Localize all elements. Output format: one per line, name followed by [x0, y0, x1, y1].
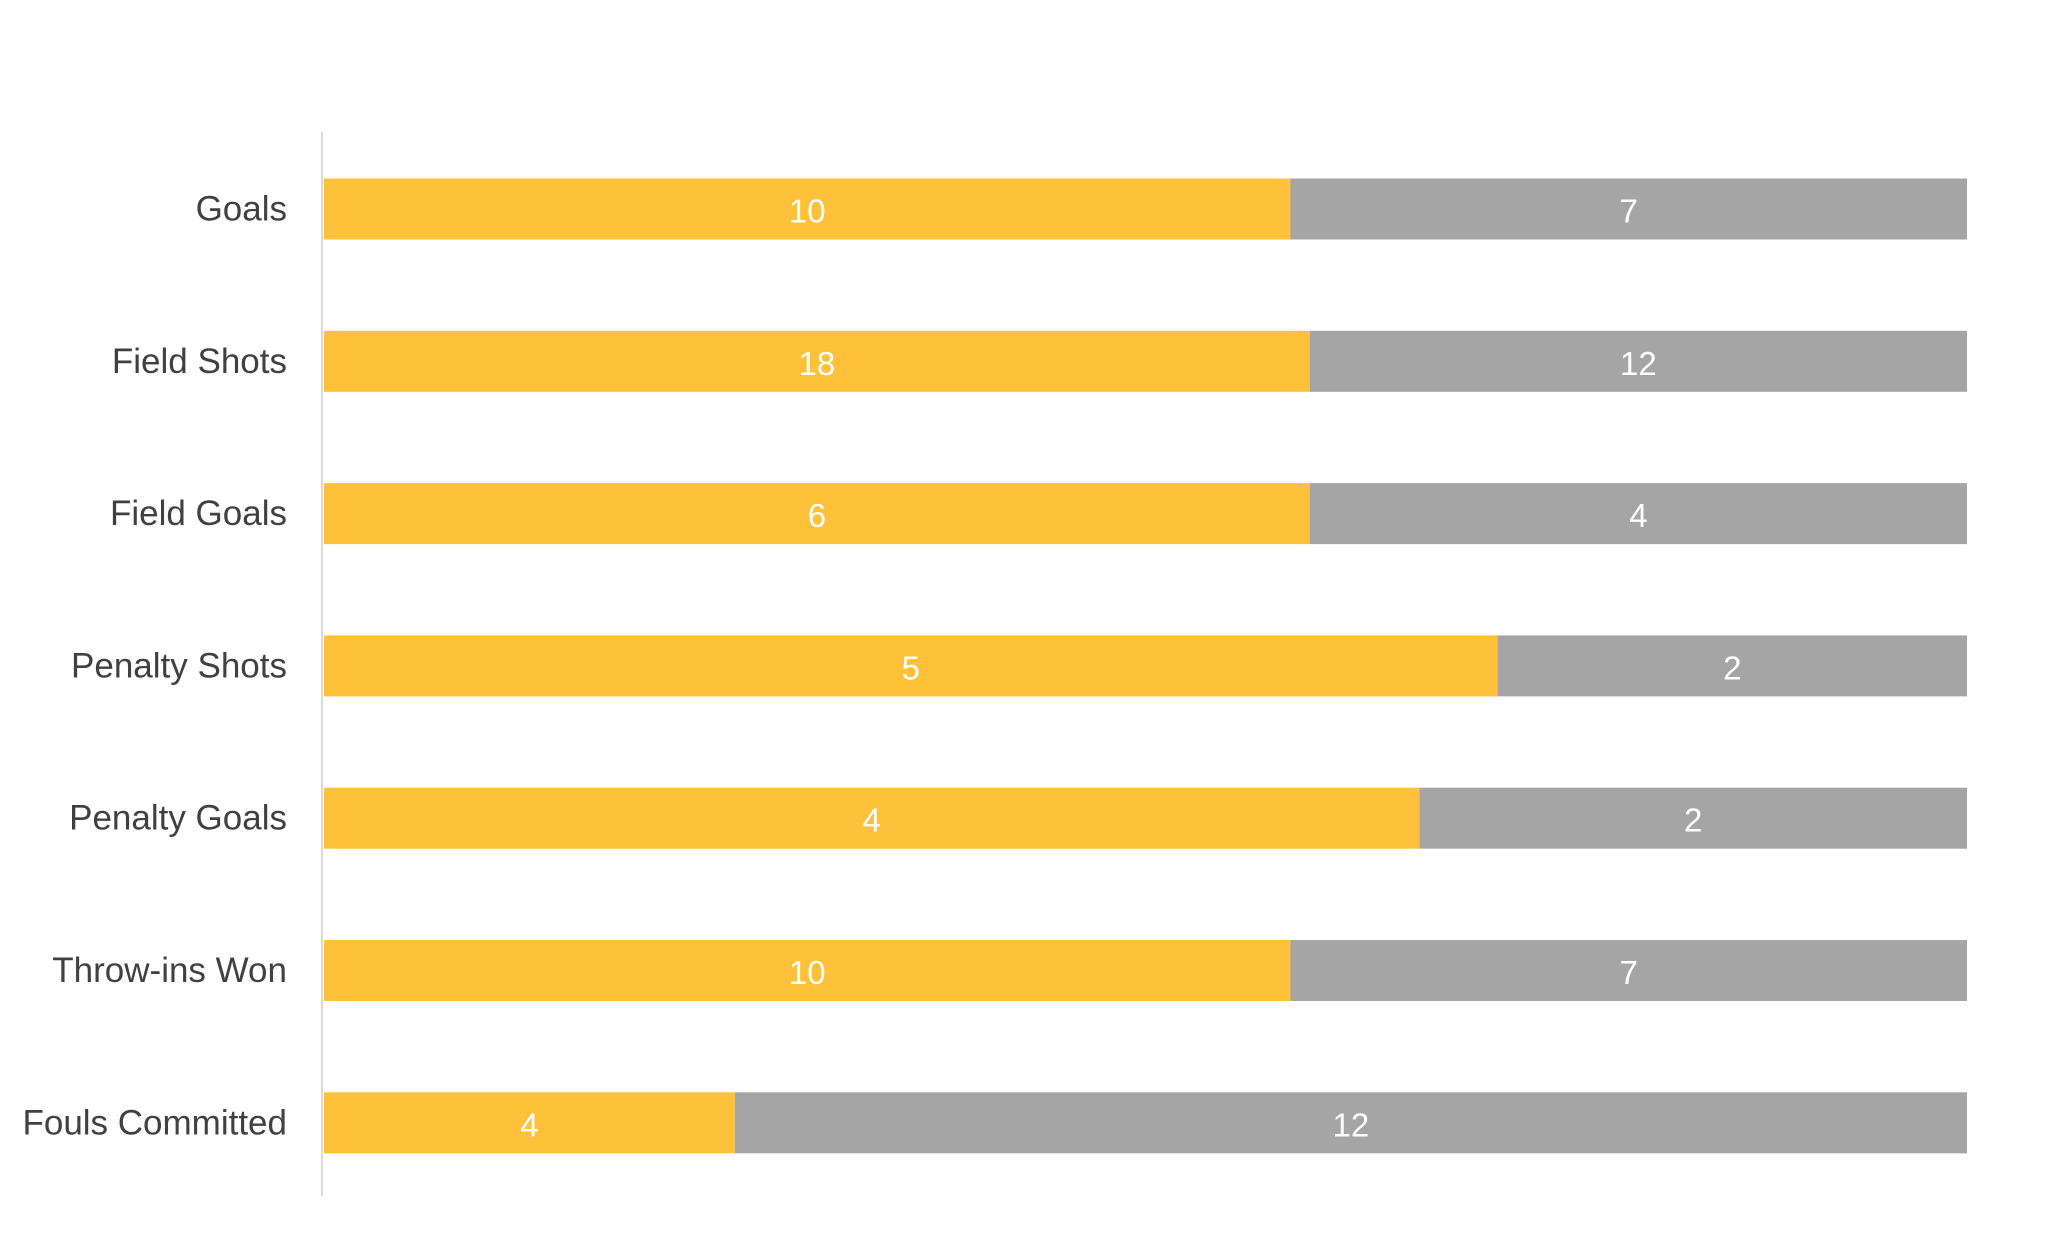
data-label-field-shots-series-2: 12 — [1620, 345, 1657, 382]
bar-segment-field-goals-series-2 — [1309, 483, 1967, 545]
bar-segment-penalty-goals-series-2 — [1419, 787, 1967, 849]
bar-segment-penalty-shots-series-1 — [324, 635, 1498, 697]
category-label-penalty-shots: Penalty Shots — [71, 646, 287, 685]
data-label-fouls-committed-series-2: 12 — [1333, 1106, 1370, 1143]
category-label-throw-ins-won: Throw-ins Won — [52, 951, 287, 990]
labels-layer: Goals 10 7 Field Shots 18 12 Field Goals 6 4 Pena… — [22, 190, 1741, 1144]
data-label-goals-series-2: 7 — [1620, 193, 1638, 230]
data-label-penalty-goals-series-1: 4 — [862, 802, 880, 839]
bar-segment-field-shots-series-1 — [324, 330, 1310, 392]
data-label-fouls-committed-series-1: 4 — [520, 1106, 538, 1143]
bar-segment-throw-ins-won-series-1 — [324, 940, 1291, 1001]
category-label-field-goals: Field Goals — [110, 494, 287, 533]
bars-layer — [324, 178, 1967, 1154]
category-label-field-shots: Field Shots — [112, 342, 287, 381]
data-label-penalty-goals-series-2: 2 — [1684, 802, 1702, 839]
data-label-penalty-shots-series-1: 5 — [902, 649, 920, 686]
bar-segment-goals-series-1 — [324, 178, 1291, 240]
bar-segment-penalty-goals-series-1 — [324, 787, 1420, 849]
bar-segment-penalty-shots-series-2 — [1497, 635, 1967, 697]
bar-segment-throw-ins-won-series-2 — [1290, 940, 1967, 1001]
bar-segment-fouls-committed-series-1 — [324, 1092, 735, 1154]
category-label-penalty-goals: Penalty Goals — [69, 799, 287, 838]
bar-segment-goals-series-2 — [1290, 178, 1967, 240]
data-label-field-goals-series-2: 4 — [1629, 497, 1647, 534]
category-label-goals: Goals — [196, 190, 287, 229]
data-label-field-shots-series-1: 18 — [799, 345, 836, 382]
data-label-throw-ins-won-series-1: 10 — [789, 954, 826, 991]
bar-segment-field-goals-series-1 — [324, 483, 1310, 545]
bar-segment-fouls-committed-series-2 — [734, 1092, 1967, 1154]
data-label-field-goals-series-1: 6 — [808, 497, 826, 534]
bar-segment-field-shots-series-2 — [1309, 330, 1967, 392]
data-label-penalty-shots-series-2: 2 — [1723, 649, 1741, 686]
category-label-fouls-committed: Fouls Committed — [22, 1103, 287, 1142]
data-label-throw-ins-won-series-2: 7 — [1620, 954, 1638, 991]
data-label-goals-series-1: 10 — [789, 193, 826, 230]
